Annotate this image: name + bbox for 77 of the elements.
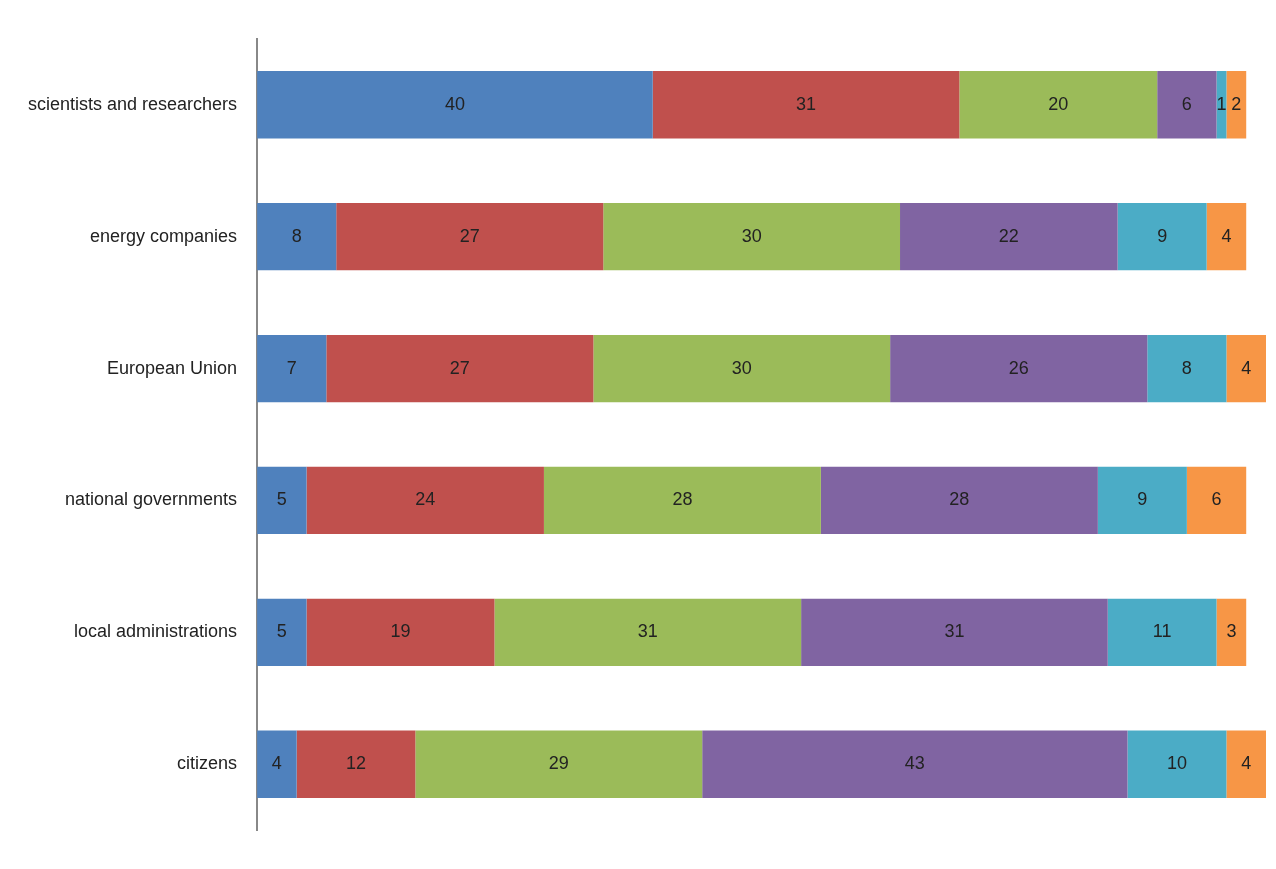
data-label: 8 <box>291 225 302 246</box>
bar <box>820 466 1098 535</box>
bar <box>1216 598 1247 666</box>
bar <box>257 203 337 271</box>
data-label: 7 <box>286 357 297 378</box>
bar <box>801 598 1108 666</box>
data-label: 4 <box>271 753 282 774</box>
bar <box>1186 466 1247 535</box>
y-tick-label: European Union <box>106 357 238 378</box>
bar <box>257 598 307 666</box>
data-label: 40 <box>444 93 465 114</box>
data-label: 27 <box>449 357 470 378</box>
bar <box>543 466 821 535</box>
data-label: 6 <box>1211 489 1222 510</box>
data-label: 31 <box>796 93 817 114</box>
data-label: 28 <box>672 489 693 510</box>
data-label: 28 <box>949 489 970 510</box>
bar <box>603 203 901 271</box>
bar <box>306 598 495 666</box>
data-label: 5 <box>276 489 287 510</box>
data-label: 5 <box>276 621 287 642</box>
data-label: 19 <box>390 621 411 642</box>
data-label: 31 <box>637 621 658 642</box>
data-label: 24 <box>415 489 436 510</box>
data-label: 43 <box>904 753 925 774</box>
data-label: 29 <box>548 753 569 774</box>
data-label: 30 <box>741 225 762 246</box>
bar <box>1127 730 1227 798</box>
data-label: 4 <box>1221 225 1232 246</box>
bar <box>1117 203 1207 271</box>
bar <box>306 466 544 535</box>
data-label: 11 <box>1152 621 1172 642</box>
bar <box>900 203 1118 271</box>
bar <box>1226 71 1247 139</box>
bar <box>336 203 604 271</box>
data-label: 9 <box>1137 489 1148 510</box>
bar <box>257 466 307 535</box>
bar <box>1226 730 1266 798</box>
bar <box>890 334 1148 403</box>
data-label: 1 <box>1216 93 1227 114</box>
bar <box>1226 334 1266 403</box>
y-tick-label: national governments <box>64 489 238 510</box>
y-tick-label: energy companies <box>90 225 238 246</box>
data-label: 4 <box>1241 357 1252 378</box>
data-label: 2 <box>1231 93 1242 114</box>
bar <box>702 730 1128 798</box>
data-label: 22 <box>998 225 1019 246</box>
bar <box>257 71 653 139</box>
data-label: 8 <box>1181 357 1192 378</box>
data-label: 4 <box>1241 753 1252 774</box>
data-label: 10 <box>1166 753 1187 774</box>
data-label: 27 <box>459 225 480 246</box>
data-label: 31 <box>944 621 965 642</box>
bar <box>1147 334 1227 403</box>
bar <box>326 334 594 403</box>
data-label: 9 <box>1157 225 1168 246</box>
bar <box>652 71 960 139</box>
bar <box>593 334 891 403</box>
data-label: 26 <box>1008 357 1029 378</box>
data-label: 30 <box>731 357 752 378</box>
bar <box>1107 598 1217 666</box>
data-label: 20 <box>1048 93 1069 114</box>
data-label: 12 <box>345 753 367 774</box>
bar <box>257 730 297 798</box>
bar <box>1206 203 1247 271</box>
bar <box>296 730 416 798</box>
bar <box>959 71 1158 139</box>
bar <box>415 730 703 798</box>
bar <box>494 598 802 666</box>
bar <box>1097 466 1187 535</box>
y-tick-label: citizens <box>177 753 238 774</box>
y-tick-label: scientists and researchers <box>28 93 238 114</box>
data-label: 3 <box>1226 621 1237 642</box>
data-label: 6 <box>1181 93 1192 114</box>
y-tick-label: local administrations <box>74 621 238 642</box>
bar <box>257 334 327 403</box>
bar <box>1157 71 1217 139</box>
